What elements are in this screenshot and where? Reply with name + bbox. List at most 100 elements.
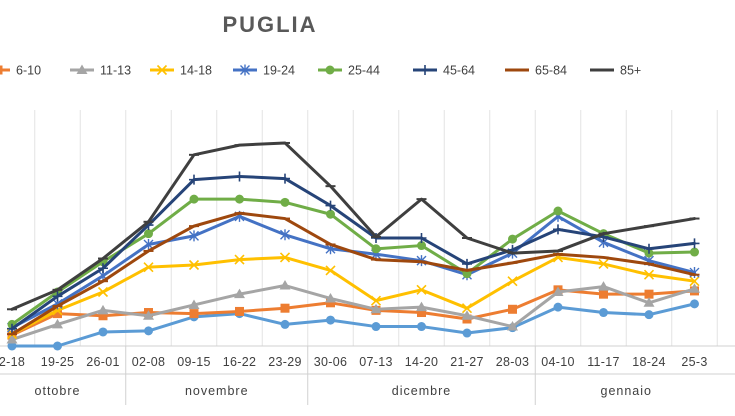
data-point: [508, 304, 517, 314]
data-point: [279, 252, 291, 263]
legend-label: 11-13: [100, 64, 131, 78]
x-tick-label: 2-18: [0, 355, 25, 369]
data-point: [235, 306, 244, 316]
month-label: gennaio: [601, 384, 653, 398]
data-point: [643, 269, 655, 280]
data-point: [644, 310, 654, 320]
data-point: [326, 298, 335, 308]
data-point: [325, 265, 336, 276]
series-line: [10, 141, 696, 311]
data-point: [188, 299, 200, 309]
x-tick-label: 25-3: [681, 355, 707, 369]
x-tick-label: 26-01: [86, 355, 119, 369]
x-tick-label: 04-10: [541, 355, 574, 369]
data-point: [370, 303, 382, 314]
data-point: [7, 341, 17, 351]
x-tick-label: 28-03: [496, 355, 529, 369]
x-tick-label: 14-20: [405, 355, 438, 369]
data-point: [279, 280, 291, 290]
data-point: [76, 64, 88, 74]
legend-label: 14-18: [180, 64, 212, 78]
data-point: [599, 289, 608, 299]
data-point: [326, 209, 335, 219]
legend-label: 85+: [620, 64, 641, 78]
x-tick-label: 19-25: [41, 355, 74, 369]
data-point: [234, 288, 245, 299]
data-point: [416, 301, 427, 312]
series-line: [10, 255, 696, 336]
data-point: [690, 299, 699, 309]
chart-title: PUGLIA: [222, 12, 318, 37]
x-tick-label: 07-13: [359, 355, 392, 369]
data-point: [52, 318, 63, 329]
data-point: [240, 64, 250, 76]
data-point: [598, 281, 609, 291]
data-point: [156, 64, 168, 76]
data-point: [234, 171, 245, 182]
data-point: [689, 238, 700, 249]
data-point: [0, 65, 3, 75]
data-point: [325, 200, 336, 211]
series-line: [10, 284, 696, 342]
data-point: [326, 315, 335, 325]
data-point: [189, 174, 199, 185]
x-tick-label: 30-06: [314, 355, 347, 369]
legend-label: 19-24: [263, 64, 295, 78]
data-point: [507, 321, 518, 331]
data-point: [370, 295, 382, 306]
data-point: [599, 308, 608, 318]
x-tick-label: 02-08: [132, 355, 165, 369]
data-point: [52, 291, 63, 302]
data-point: [235, 194, 244, 204]
data-point: [189, 230, 199, 242]
data-point: [97, 286, 109, 298]
series-line: [10, 302, 696, 348]
x-tick-label: 18-24: [632, 355, 665, 369]
x-tick-label: 16-22: [223, 355, 256, 369]
data-point: [53, 341, 62, 351]
x-tick-label: 09-15: [177, 355, 210, 369]
data-point: [143, 310, 154, 320]
data-point: [598, 258, 609, 269]
month-label: dicembre: [392, 384, 451, 398]
data-point: [416, 284, 427, 295]
data-point: [371, 244, 381, 254]
data-point: [280, 229, 290, 241]
data-point: [7, 323, 17, 334]
month-label: novembre: [185, 384, 249, 398]
data-point: [98, 327, 108, 337]
data-point: [98, 263, 108, 274]
data-point: [6, 334, 18, 344]
data-point: [644, 243, 654, 254]
data-point: [280, 173, 290, 184]
data-point: [416, 233, 427, 243]
data-point: [461, 303, 473, 314]
data-point: [188, 259, 200, 271]
data-point: [417, 322, 426, 332]
month-label: ottobre: [35, 384, 81, 398]
data-point: [97, 304, 109, 315]
legend-label: 6-10: [16, 64, 41, 78]
legend-label: 65-84: [535, 64, 567, 78]
data-point: [644, 289, 654, 299]
data-point: [417, 308, 426, 318]
data-point: [690, 247, 699, 257]
data-point: [143, 238, 154, 250]
data-point: [189, 309, 199, 319]
data-point: [420, 65, 430, 75]
data-point: [325, 292, 336, 303]
legend-label: 45-64: [443, 64, 475, 78]
data-point: [553, 224, 563, 235]
data-point: [143, 262, 154, 273]
data-point: [462, 258, 472, 269]
data-point: [280, 319, 290, 329]
data-point: [508, 234, 517, 244]
data-point: [53, 309, 62, 319]
data-point: [189, 194, 199, 204]
data-point: [689, 283, 700, 293]
data-point: [643, 297, 655, 307]
data-point: [461, 310, 473, 320]
data-point: [689, 276, 700, 287]
data-point: [234, 254, 245, 265]
